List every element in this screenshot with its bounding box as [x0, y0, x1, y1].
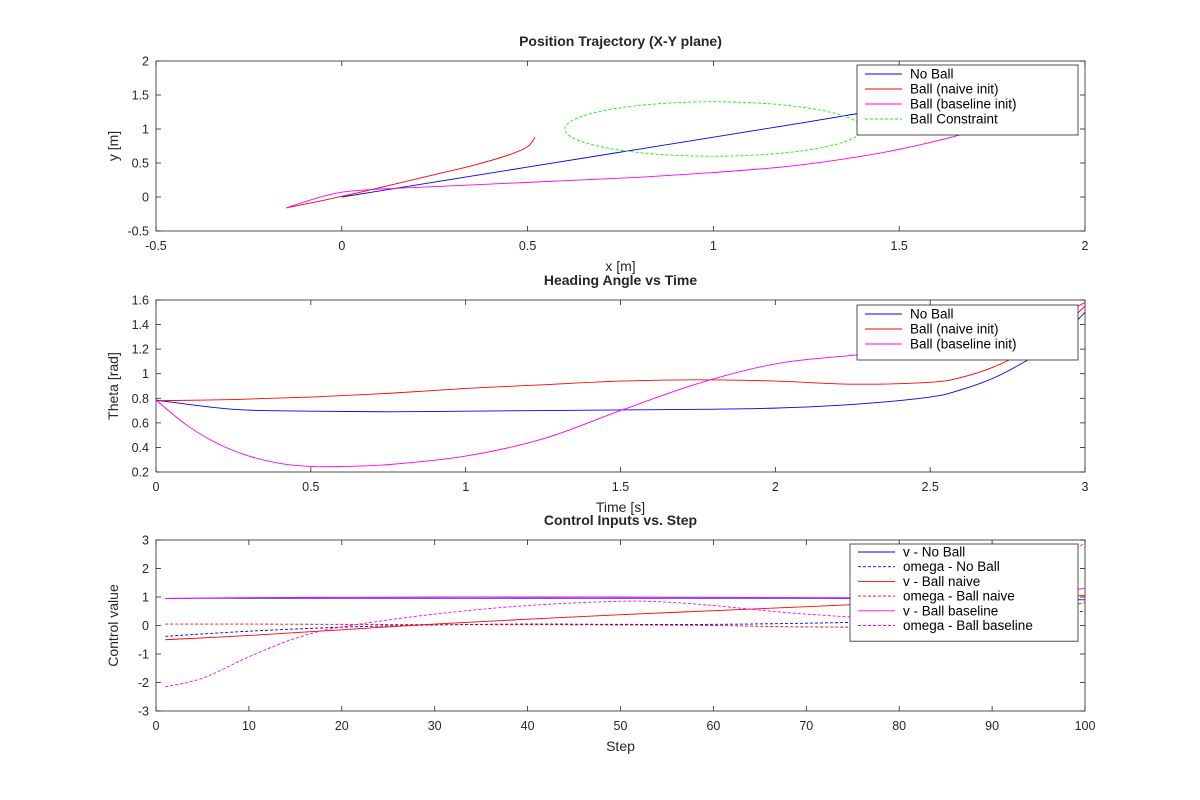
chart-title: Control Inputs vs. Step [544, 512, 697, 528]
y-axis-label: y [m] [105, 131, 121, 161]
y-tick-label: 1.6 [132, 294, 149, 308]
legend-label: v - Ball naive [903, 574, 980, 589]
control-plot: 0 10 20 30 40 50 60 70 80 90 100 -3 -2 -1 0 1 2 3 Control … [105, 512, 1095, 754]
x-tick-label: 100 [1075, 719, 1096, 733]
x-tick-label: 0.5 [519, 239, 536, 253]
x-axis-label: Time [s] [596, 499, 645, 515]
y-tick-label: -3 [138, 705, 149, 719]
y-axis-label: Theta [rad] [105, 352, 121, 420]
heading-plot: 0 0.5 1 1.5 2 2.5 3 0.2 0.4 0.6 0.8 1 1.2 1.4 1.6 Headi… [105, 272, 1089, 515]
x-tick-label: 1.5 [612, 480, 629, 494]
y-tick-label: 0.2 [132, 466, 149, 480]
x-tick-label: 0 [153, 719, 160, 733]
legend-label: omega - Ball naive [903, 589, 1015, 604]
y-tick-label: 1.2 [132, 343, 149, 357]
legend-label: Ball (baseline init) [910, 337, 1017, 352]
x-tick-label: 1 [710, 239, 717, 253]
y-tick-label: -1 [138, 648, 149, 662]
y-tick-label: 1 [142, 123, 149, 137]
y-tick-label: 0.5 [132, 157, 149, 171]
x-tick-label: 2 [772, 480, 779, 494]
x-tick-label: 70 [799, 719, 813, 733]
y-axis-label: Control value [105, 584, 121, 667]
x-tick-label: 10 [242, 719, 256, 733]
legend-label: Ball Constraint [910, 112, 998, 127]
y-tick-label: 1.4 [132, 318, 149, 332]
x-tick-label: 30 [428, 719, 442, 733]
x-tick-label: 60 [706, 719, 720, 733]
x-axis-label: Step [606, 738, 635, 754]
x-tick-label: 80 [892, 719, 906, 733]
x-tick-label: 3 [1082, 480, 1089, 494]
axes-frame [155, 60, 1086, 232]
legend-label: omega - Ball baseline [903, 618, 1033, 633]
y-tick-label: 2 [142, 55, 149, 69]
y-tick-label: -0.5 [127, 225, 149, 239]
y-tick-label: 0.8 [132, 392, 149, 406]
y-tick-label: 0 [142, 191, 149, 205]
legend-label: No Ball [910, 307, 954, 322]
y-tick-label: 1 [142, 367, 149, 381]
legend-label: v - No Ball [903, 545, 965, 560]
legend-label: Ball (naive init) [910, 82, 999, 97]
x-tick-label: 20 [335, 719, 349, 733]
series-line [156, 305, 1085, 402]
y-tick-label: 0.6 [132, 416, 149, 430]
x-tick-label: 1 [462, 480, 469, 494]
legend-box [849, 543, 1079, 642]
x-tick-label: 0.5 [302, 480, 319, 494]
chart-title: Heading Angle vs Time [544, 272, 697, 288]
legend-label: v - Ball baseline [903, 603, 998, 618]
legend-label: Ball (baseline init) [910, 97, 1017, 112]
legend-label: Ball (naive init) [910, 322, 999, 337]
x-axis-label: x [m] [605, 258, 635, 274]
y-tick-label: 1 [142, 591, 149, 605]
chart-title: Position Trajectory (X-Y plane) [519, 33, 722, 49]
series-line [156, 311, 1085, 413]
x-tick-label: 0 [338, 239, 345, 253]
y-tick-label: 0 [142, 619, 149, 633]
y-tick-label: -2 [138, 676, 149, 690]
x-tick-label: 2 [1082, 239, 1089, 253]
legend-box [856, 64, 1079, 136]
x-tick-label: 0 [153, 480, 160, 494]
x-tick-label: 40 [521, 719, 535, 733]
y-tick-label: 2 [142, 562, 149, 576]
trajectory-plot: -0.5 0 0.5 1 1.5 2 -0.5 0 0.5 1 1.5 2 Position Traje… [105, 33, 1089, 274]
x-tick-label: 50 [614, 719, 628, 733]
y-tick-label: 3 [142, 534, 149, 548]
legend-label: No Ball [910, 67, 954, 82]
x-tick-label: 90 [985, 719, 999, 733]
x-tick-label: 2.5 [921, 480, 938, 494]
x-tick-label: 1.5 [891, 239, 908, 253]
legend-label: omega - No Ball [903, 559, 1000, 574]
y-tick-label: 0.4 [132, 441, 149, 455]
y-tick-label: 1.5 [132, 89, 149, 103]
x-tick-label: -0.5 [145, 239, 167, 253]
series-line [285, 136, 536, 209]
